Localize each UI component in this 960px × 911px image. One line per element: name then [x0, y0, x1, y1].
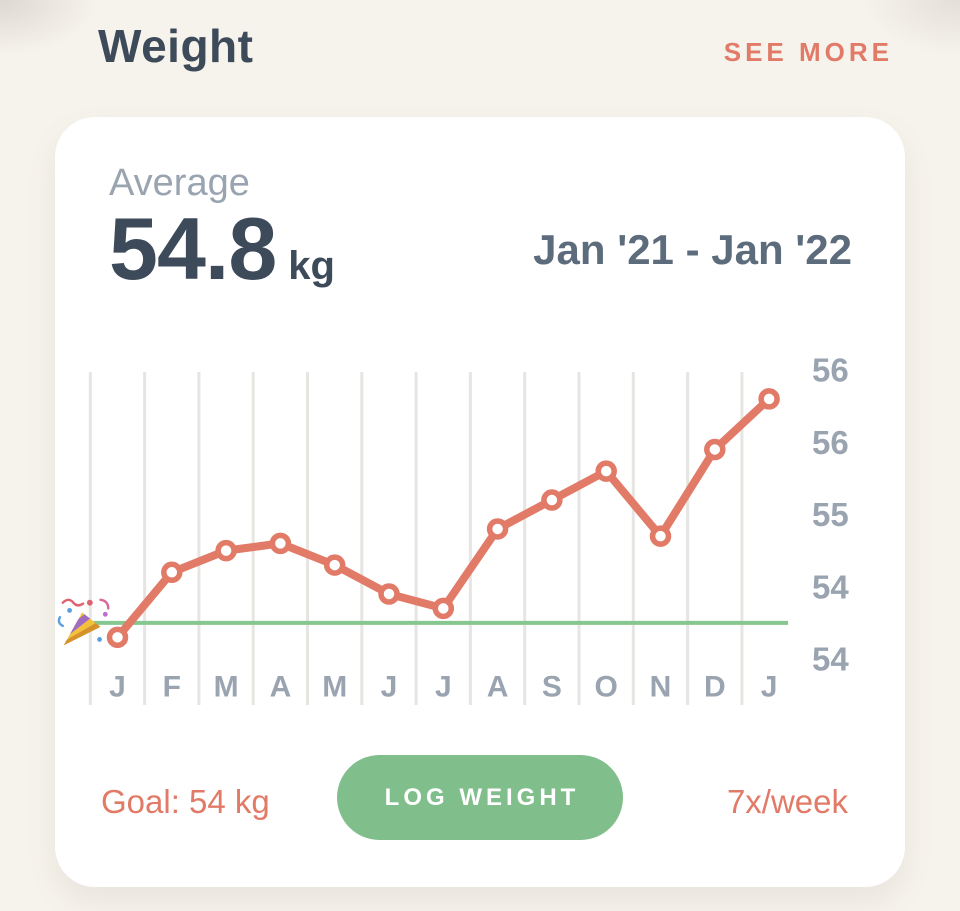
average-label: Average — [109, 162, 250, 204]
average-value: 54.8 — [109, 199, 277, 298]
popper-confetti — [57, 598, 110, 642]
x-axis-label: D — [704, 671, 726, 704]
y-axis-label: 54 — [812, 641, 849, 678]
x-axis-label: J — [761, 671, 778, 704]
see-more-link[interactable]: SEE MORE — [723, 37, 893, 67]
y-axis-label: 56 — [812, 352, 849, 389]
x-axis-label: A — [487, 671, 509, 704]
x-axis-label: J — [435, 671, 452, 704]
x-axis-label: M — [322, 671, 347, 704]
x-axis-label: S — [542, 671, 562, 704]
goal-label: Goal: 54 kg — [101, 783, 270, 820]
data-point — [758, 388, 780, 410]
x-axis-label: O — [595, 671, 618, 704]
log-weight-button-label: LOG WEIGHT — [384, 783, 580, 811]
data-point — [432, 597, 455, 620]
data-point — [649, 525, 672, 547]
average-value-line: 54.8 kg — [109, 205, 335, 293]
data-point — [378, 583, 400, 605]
data-point — [323, 554, 346, 576]
average-unit: kg — [288, 244, 335, 288]
y-axis-label: 55 — [812, 496, 849, 533]
x-axis-label: J — [109, 671, 126, 704]
party-popper-icon — [57, 598, 110, 646]
data-point — [269, 532, 292, 555]
y-axis-label: 54 — [812, 568, 849, 605]
x-axis-label: F — [163, 671, 181, 704]
page-title: Weight — [98, 20, 254, 72]
y-axis-label: 56 — [812, 424, 849, 461]
x-axis-label: N — [650, 671, 672, 704]
frequency-label: 7x/week — [726, 783, 848, 820]
x-axis-label: M — [214, 671, 239, 704]
log-weight-button[interactable]: LOG WEIGHT — [337, 755, 623, 840]
weight-line — [113, 394, 774, 642]
data-point — [595, 460, 617, 482]
data-point — [215, 539, 237, 562]
data-point — [161, 561, 183, 584]
x-axis-label: J — [381, 671, 398, 704]
data-point — [486, 518, 509, 540]
average-summary: Average 54.8 kg — [109, 161, 335, 293]
date-range: Jan '21 - Jan '22 — [533, 226, 852, 273]
data-point — [704, 438, 726, 461]
data-point — [541, 489, 563, 511]
x-axis-label: A — [270, 671, 292, 704]
